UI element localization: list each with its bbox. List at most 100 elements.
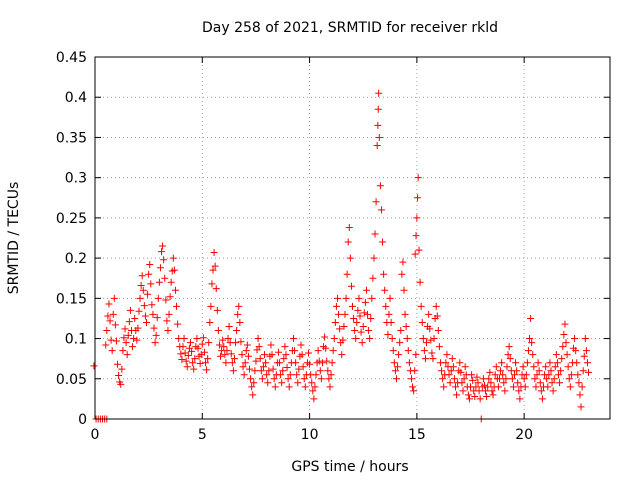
data-point (387, 318, 395, 326)
data-point (458, 379, 466, 387)
data-point (405, 359, 413, 367)
data-point (211, 262, 219, 270)
data-point (532, 383, 540, 391)
data-point (171, 286, 179, 294)
data-point (581, 335, 589, 343)
data-point (212, 285, 220, 293)
data-point (234, 310, 242, 318)
y-tick-label: 0.2 (65, 251, 87, 267)
data-point (141, 312, 149, 320)
data-point (563, 351, 571, 359)
data-point (235, 302, 243, 310)
data-point (268, 351, 276, 359)
data-point (573, 359, 581, 367)
data-point (398, 270, 406, 278)
data-point (150, 324, 158, 332)
data-point (230, 355, 238, 363)
data-point (136, 294, 144, 302)
data-point (271, 383, 279, 391)
data-point (184, 351, 192, 359)
data-point (349, 302, 356, 310)
data-point (411, 367, 419, 375)
data-point (259, 363, 267, 371)
data-point (214, 327, 222, 335)
data-point (392, 375, 400, 383)
data-point (236, 318, 244, 326)
y-tick-label: 0.35 (56, 130, 87, 146)
data-point (324, 367, 332, 375)
data-point (310, 395, 318, 403)
data-point (331, 318, 339, 326)
data-point (380, 270, 388, 278)
data-point (577, 403, 585, 411)
data-point (469, 376, 477, 384)
data-point (206, 318, 214, 326)
data-point (414, 194, 422, 202)
data-point (106, 317, 114, 325)
data-point (186, 339, 194, 347)
data-point (159, 242, 167, 250)
data-point (148, 301, 156, 309)
data-point (464, 391, 472, 399)
data-point (241, 359, 249, 367)
data-point (530, 363, 538, 371)
data-point (170, 266, 178, 274)
data-point (384, 331, 392, 339)
data-point (213, 306, 221, 314)
data-point (432, 302, 440, 310)
data-point (377, 206, 385, 214)
data-point (368, 294, 376, 302)
grid (95, 57, 610, 419)
data-point (460, 375, 468, 383)
data-point (574, 371, 582, 379)
data-point (420, 347, 428, 355)
data-point (372, 198, 380, 206)
data-point (404, 347, 412, 355)
data-point (329, 347, 337, 355)
data-point (103, 327, 111, 335)
data-point (369, 274, 377, 282)
data-point (497, 367, 505, 375)
data-point (498, 359, 506, 367)
data-point (293, 371, 301, 379)
data-point (265, 367, 273, 375)
data-point (556, 379, 564, 387)
data-point (322, 344, 330, 352)
data-point (561, 320, 569, 328)
data-point (544, 383, 552, 391)
data-point (408, 375, 416, 383)
data-point (528, 339, 536, 347)
y-tick-label: 0.1 (65, 332, 87, 348)
data-point (190, 365, 198, 373)
data-series-rkld (90, 89, 593, 423)
data-point (534, 359, 542, 367)
data-point (280, 355, 288, 363)
data-point (238, 351, 246, 359)
data-point (164, 327, 172, 335)
data-point (453, 391, 461, 399)
data-point (215, 341, 223, 349)
data-point (520, 375, 528, 383)
data-point (400, 286, 408, 294)
data-point (225, 322, 233, 330)
data-point (386, 294, 394, 302)
data-point (298, 351, 306, 359)
data-point (456, 359, 464, 367)
data-point (381, 286, 389, 294)
data-point (114, 360, 122, 368)
data-point (327, 371, 335, 379)
data-point (555, 371, 562, 379)
data-point (105, 300, 113, 308)
data-point (289, 335, 297, 343)
data-point (572, 347, 580, 355)
data-point (506, 355, 514, 363)
data-point (156, 264, 164, 272)
data-point (559, 343, 567, 351)
data-point (576, 391, 584, 399)
data-point (553, 359, 561, 367)
data-point (373, 141, 381, 149)
y-tick-label: 0 (78, 412, 87, 428)
data-point (129, 343, 137, 351)
x-tick-label: 0 (91, 427, 100, 443)
